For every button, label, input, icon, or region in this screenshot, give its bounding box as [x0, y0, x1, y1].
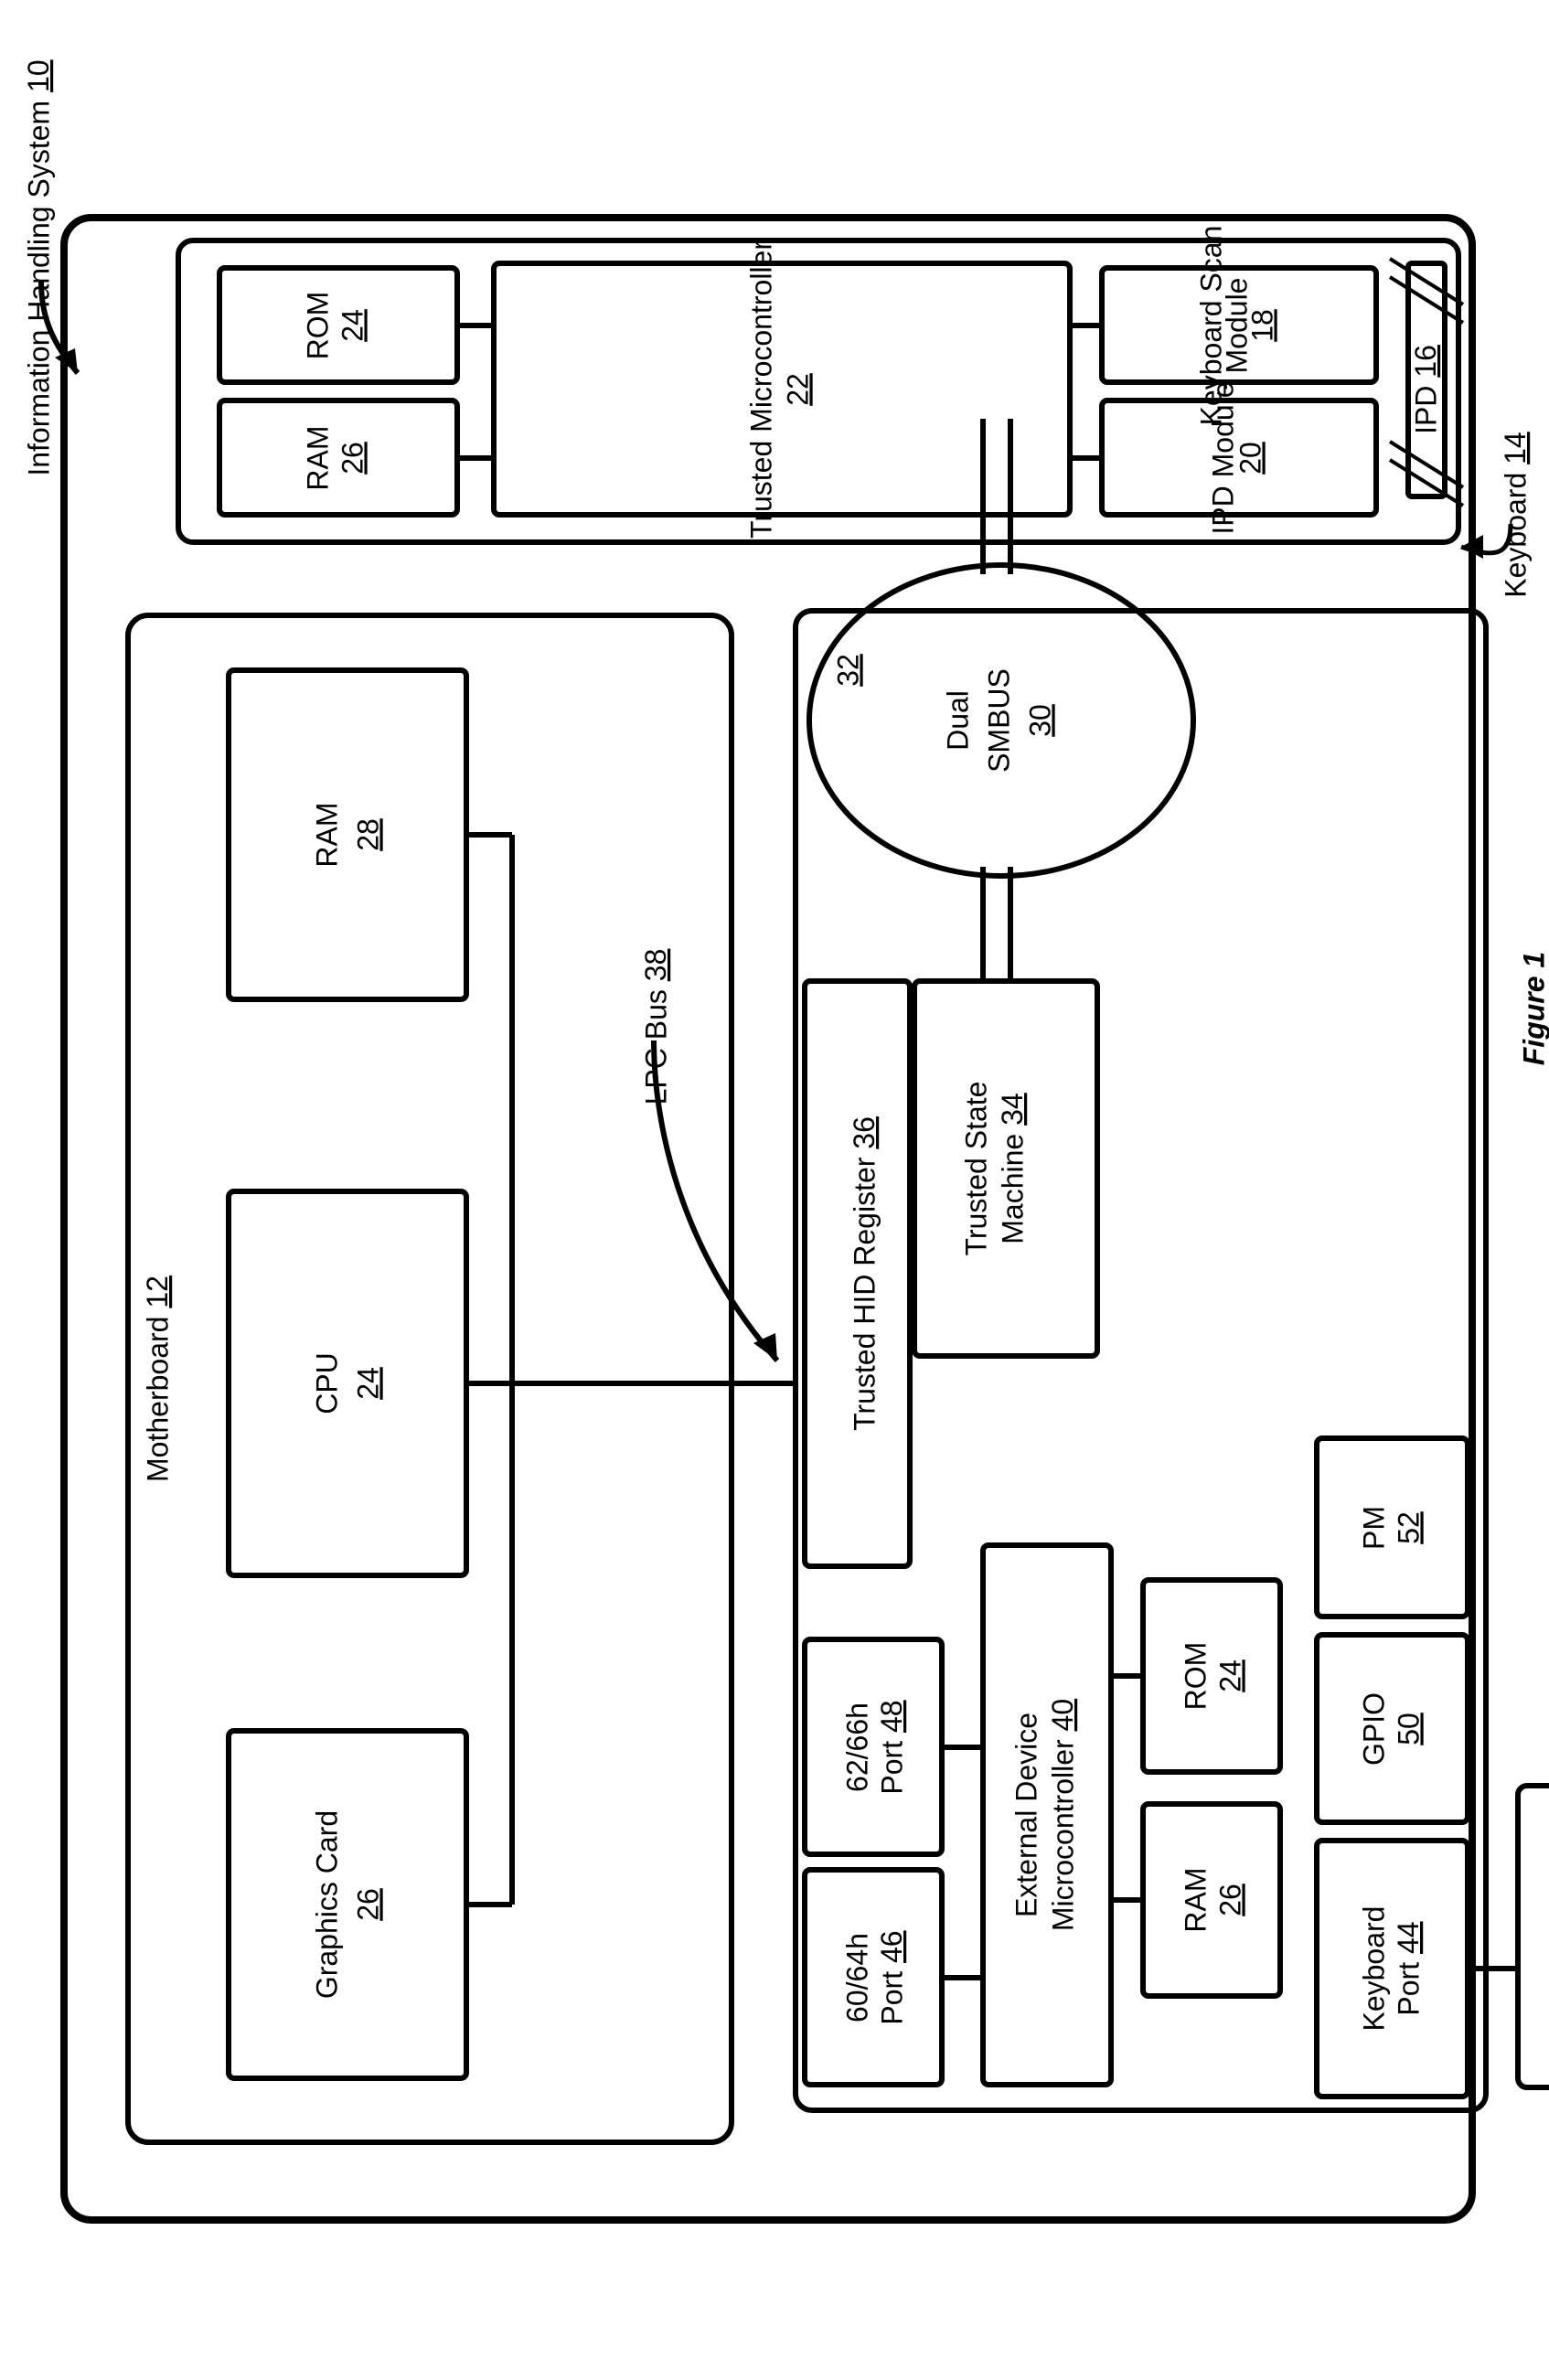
- svg-text:20: 20: [1234, 442, 1266, 475]
- svg-text:SMBUS: SMBUS: [982, 668, 1015, 773]
- svg-text:GPIO: GPIO: [1357, 1692, 1390, 1766]
- svg-text:Trusted HID Register 36: Trusted HID Register 36: [848, 1116, 881, 1431]
- svg-text:Information Handling System 10: Information Handling System 10: [22, 59, 55, 475]
- svg-text:Trusted State: Trusted State: [959, 1082, 992, 1256]
- svg-text:30: 30: [1023, 704, 1056, 737]
- svg-text:RAM: RAM: [310, 802, 343, 867]
- svg-text:Dual: Dual: [941, 690, 974, 751]
- svg-text:Figure 1: Figure 1: [1517, 952, 1549, 1065]
- svg-text:IPD 16: IPD 16: [1409, 345, 1442, 434]
- svg-text:Graphics Card: Graphics Card: [310, 1810, 343, 1999]
- svg-text:52: 52: [1392, 1511, 1425, 1544]
- svg-text:60/64h: 60/64h: [840, 1933, 873, 2022]
- svg-text:PM: PM: [1357, 1506, 1390, 1550]
- svg-text:Keyboard: Keyboard: [1357, 1906, 1390, 2032]
- svg-text:22: 22: [781, 373, 814, 406]
- svg-text:RAM: RAM: [1179, 1867, 1212, 1932]
- svg-text:ROM: ROM: [1179, 1642, 1212, 1711]
- svg-text:26: 26: [336, 442, 369, 475]
- svg-text:External Device: External Device: [1010, 1713, 1042, 1917]
- svg-text:Machine 34: Machine 34: [996, 1093, 1029, 1243]
- svg-text:18: 18: [1245, 309, 1278, 342]
- svg-text:RAM: RAM: [301, 425, 334, 490]
- svg-text:Keyboard 14: Keyboard 14: [1499, 432, 1532, 597]
- svg-text:24: 24: [351, 1367, 384, 1400]
- svg-text:26: 26: [351, 1888, 384, 1921]
- svg-text:Microcontroller 40: Microcontroller 40: [1046, 1699, 1079, 1931]
- svg-text:26: 26: [1213, 1884, 1246, 1916]
- svg-text:Port 44: Port 44: [1392, 1921, 1425, 2015]
- svg-text:62/66h: 62/66h: [840, 1702, 873, 1792]
- svg-text:Motherboard 12: Motherboard 12: [141, 1275, 174, 1482]
- svg-text:24: 24: [336, 309, 369, 342]
- svg-text:ROM: ROM: [301, 292, 334, 360]
- svg-text:24: 24: [1213, 1660, 1246, 1692]
- svg-text:Port 48: Port 48: [875, 1700, 908, 1794]
- svg-text:CPU: CPU: [310, 1352, 343, 1414]
- svg-text:50: 50: [1392, 1713, 1425, 1745]
- svg-text:32: 32: [831, 654, 864, 687]
- svg-text:Trusted Microcontroller: Trusted Microcontroller: [744, 240, 777, 539]
- svg-text:Port 46: Port 46: [875, 1930, 908, 2024]
- svg-text:28: 28: [351, 818, 384, 851]
